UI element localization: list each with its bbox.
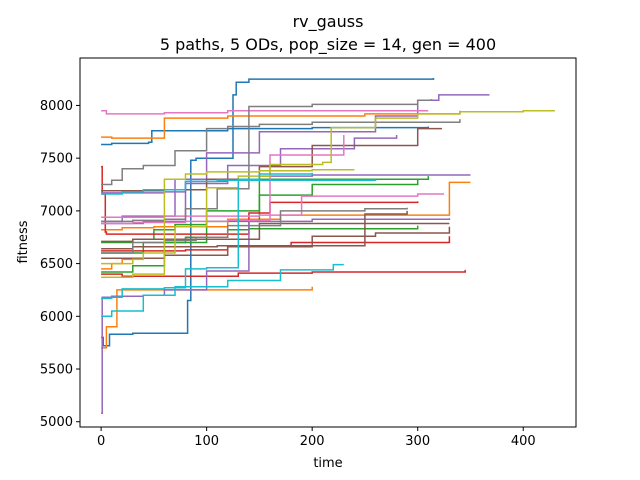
series-line-1 [101,78,435,347]
x-tick-label: 200 [300,434,325,449]
series-line-12 [101,269,466,277]
series-line-24 [101,119,461,186]
chart-title: rv_gauss [293,12,364,32]
series-line-14 [101,218,451,415]
series-line-21 [101,109,429,115]
y-axis-label: fitness [16,220,31,263]
y-axis: 5000 5500 6000 6500 7000 7500 8000 [40,99,80,430]
series-line-3 [101,110,461,139]
y-tick-label: 5000 [40,415,73,430]
y-tick-label: 6500 [40,257,73,272]
y-tick-label: 5500 [40,363,73,378]
series-line-22 [101,135,345,225]
series-line-30 [101,179,377,195]
series-line-27 [101,109,555,265]
series-line-6 [101,286,313,349]
chart-subtitle: 5 paths, 5 ODs, pop_size = 14, gen = 400 [160,35,496,55]
x-tick-label: 300 [405,434,430,449]
series-line-29 [101,172,313,300]
series-line-25 [101,99,433,223]
plot-frame [79,57,577,428]
x-tick-label: 0 [97,434,105,449]
series-line-28 [101,169,355,279]
y-tick-label: 8000 [40,99,73,114]
series-line-2 [101,126,430,146]
x-axis: 0 100 200 300 400 [97,427,536,449]
series-line-9 [101,176,430,273]
x-tick-label: 100 [194,434,219,449]
series-line-31 [101,263,344,318]
y-tick-label: 6000 [40,310,73,325]
x-axis-label: time [313,456,342,471]
y-tick-label: 7000 [40,204,73,219]
x-tick-label: 400 [511,434,536,449]
series-line-4 [101,181,471,231]
series-line-19 [101,222,450,243]
series-layer [101,78,555,415]
series-line-16 [101,135,398,225]
y-tick-label: 7500 [40,152,73,167]
series-line-26 [101,207,408,254]
